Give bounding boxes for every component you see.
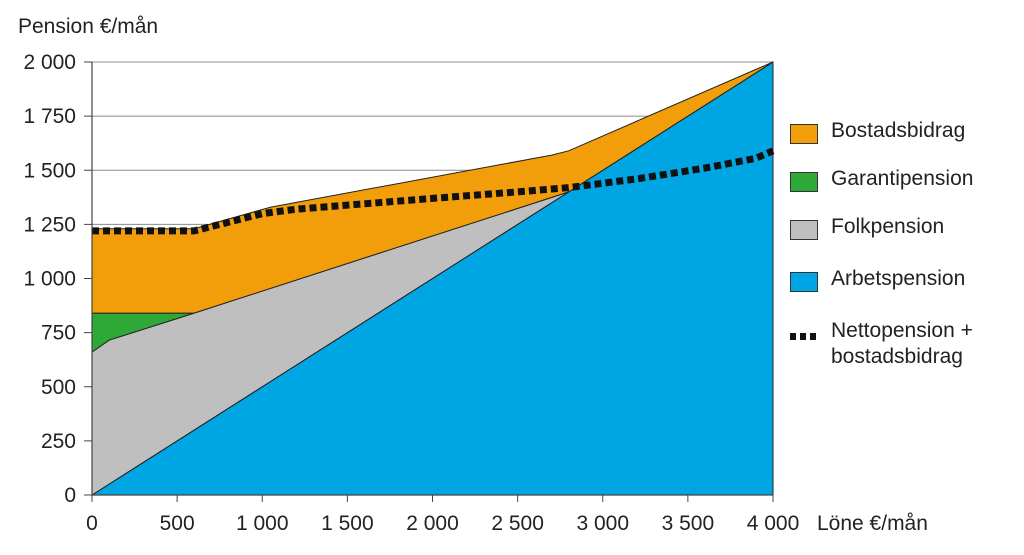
legend-label-bostadsbidrag: Bostadsbidrag: [831, 119, 966, 142]
x-tick-label-0: 0: [86, 512, 98, 535]
line-series: [92, 147, 775, 235]
y-tick-label-6: 1 500: [23, 159, 76, 182]
y-tick-label-4: 1 000: [23, 268, 76, 291]
area-bostadsbidrag: [91, 61, 774, 314]
legend-label-garantipension: Garantipension: [831, 167, 974, 190]
legend: Bostadsbidrag Garantipension Folkpension…: [790, 118, 973, 370]
x-tick-labels: 0 500 1 000 1 500 2 000 2 500 3 000 3 500 4 000: [86, 512, 799, 535]
area-series: [90, 61, 774, 496]
x-tick-label-5: 2 500: [491, 512, 544, 535]
y-tick-label-5: 1 250: [23, 213, 76, 236]
legend-swatch-arbetspension: [790, 272, 818, 292]
y-tick-label-8: 2 000: [23, 51, 76, 74]
legend-item-garantipension: Garantipension: [790, 166, 973, 214]
y-tick-label-0: 0: [64, 484, 76, 507]
legend-item-arbetspension: Arbetspension: [790, 266, 973, 318]
x-tick-label-4: 2 000: [406, 512, 459, 535]
legend-item-bostadsbidrag: Bostadsbidrag: [790, 118, 973, 166]
axes: [84, 61, 774, 502]
legend-swatch-nettopension: [790, 327, 818, 347]
y-tick-label-1: 250: [41, 430, 76, 453]
legend-label-arbetspension: Arbetspension: [831, 267, 966, 290]
x-tick-label-2: 1 000: [236, 512, 289, 535]
legend-label-folkpension: Folkpension: [831, 215, 945, 238]
legend-swatch-garantipension: [790, 172, 818, 192]
legend-swatch-bostadsbidrag: [790, 124, 818, 144]
x-tick-label-6: 3 000: [576, 512, 629, 535]
y-axis-title: Pension €/mån: [18, 15, 158, 38]
legend-label-nettopension: Nettopension + bostadsbidrag: [831, 319, 973, 368]
y-tick-label-7: 1 750: [23, 105, 76, 128]
y-tick-label-3: 750: [41, 322, 76, 345]
x-tick-label-1: 500: [160, 512, 195, 535]
x-axis-title: Löne €/mån: [817, 512, 928, 535]
legend-item-nettopension: Nettopension + bostadsbidrag: [790, 318, 973, 370]
line-nettopension: [92, 147, 775, 235]
legend-swatch-folkpension: [790, 220, 818, 240]
y-tick-label-2: 500: [41, 376, 76, 399]
x-tick-label-3: 1 500: [321, 512, 374, 535]
y-tick-labels: 0 250 500 750 1 000 1 250 1 500 1 750 2 000: [23, 51, 76, 507]
x-tick-label-7: 3 500: [662, 512, 715, 535]
legend-item-folkpension: Folkpension: [790, 214, 973, 266]
x-tick-label-8: 4 000: [747, 512, 800, 535]
